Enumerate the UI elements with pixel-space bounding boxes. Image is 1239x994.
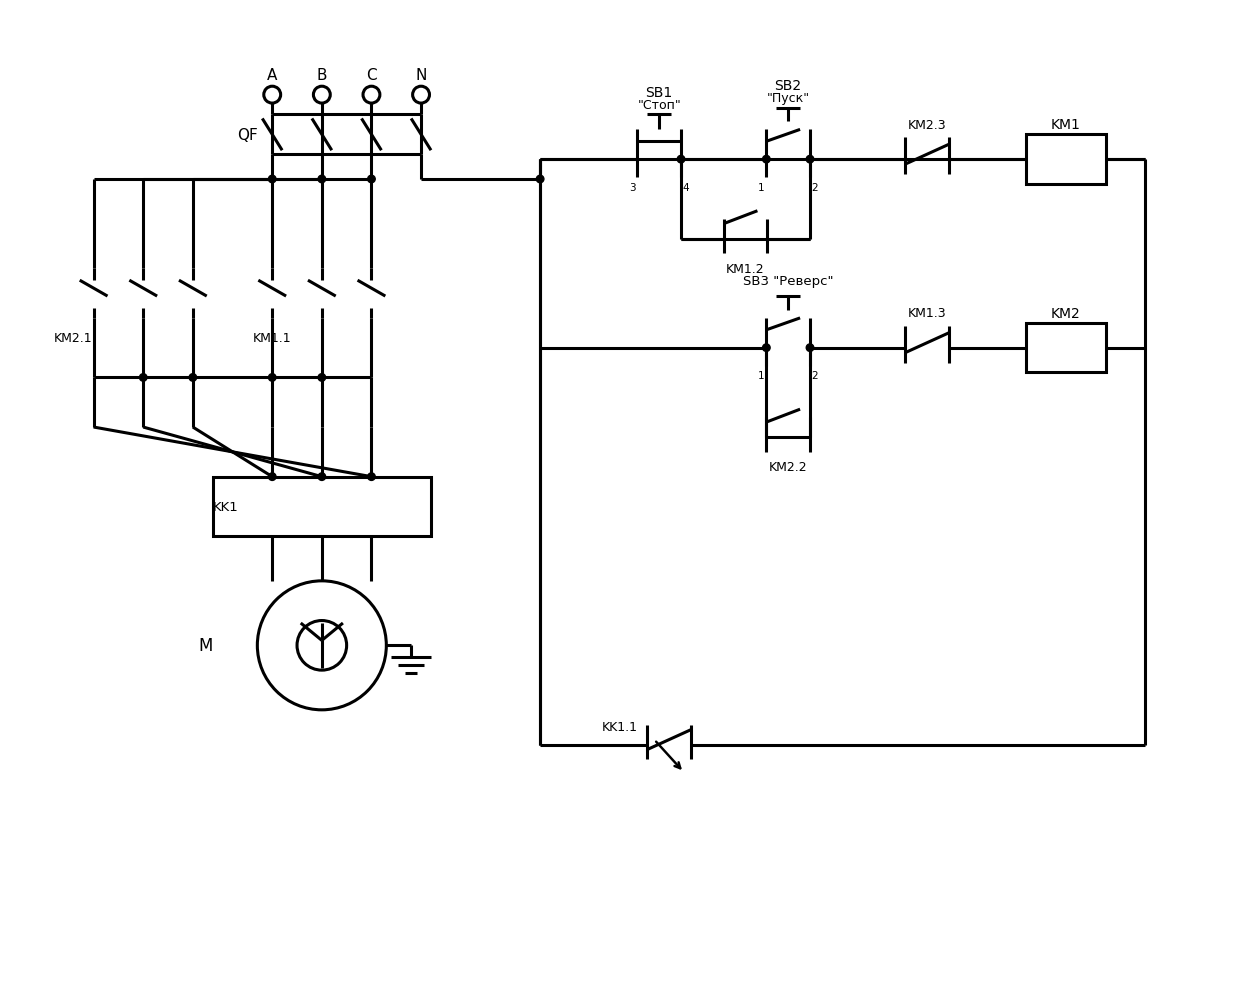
Circle shape: [536, 176, 544, 184]
Text: KK1: KK1: [213, 500, 238, 514]
Circle shape: [318, 473, 326, 481]
Text: M: M: [198, 637, 213, 655]
Text: KM2.2: KM2.2: [769, 461, 808, 474]
Text: SB1: SB1: [646, 85, 673, 99]
Circle shape: [269, 473, 276, 481]
Circle shape: [318, 375, 326, 382]
Text: KM1: KM1: [1051, 118, 1080, 132]
Text: KM1.1: KM1.1: [253, 332, 291, 345]
Text: "Пуск": "Пуск": [767, 92, 810, 105]
Text: SB3 "Реверс": SB3 "Реверс": [743, 274, 834, 287]
Bar: [213, 477, 431, 537]
Text: KK1.1: KK1.1: [601, 721, 638, 734]
Circle shape: [678, 156, 685, 164]
Circle shape: [368, 473, 375, 481]
Circle shape: [368, 176, 375, 184]
Text: A: A: [268, 69, 278, 83]
Text: KM2.1: KM2.1: [55, 332, 93, 345]
Bar: [1026, 323, 1105, 373]
Text: 1: 1: [758, 183, 764, 193]
Circle shape: [269, 176, 276, 184]
Text: 4: 4: [683, 183, 689, 193]
Circle shape: [762, 345, 771, 352]
Circle shape: [807, 156, 814, 164]
Text: B: B: [317, 69, 327, 83]
Circle shape: [269, 375, 276, 382]
Text: KM1.2: KM1.2: [726, 262, 764, 275]
Text: 1: 1: [758, 371, 764, 381]
Text: KM1.3: KM1.3: [908, 307, 947, 320]
Circle shape: [140, 375, 147, 382]
Text: "Стоп": "Стоп": [637, 99, 681, 112]
Text: QF: QF: [238, 127, 258, 143]
Text: N: N: [415, 69, 426, 83]
Text: C: C: [367, 69, 377, 83]
Text: 3: 3: [629, 183, 636, 193]
Text: KM2.3: KM2.3: [908, 119, 947, 132]
Bar: [1026, 135, 1105, 185]
Circle shape: [807, 345, 814, 352]
Text: 2: 2: [812, 371, 818, 381]
Circle shape: [762, 156, 771, 164]
Text: SB2: SB2: [774, 79, 802, 92]
Circle shape: [318, 176, 326, 184]
Circle shape: [190, 375, 197, 382]
Text: KM2: KM2: [1051, 306, 1080, 321]
Text: 2: 2: [812, 183, 818, 193]
